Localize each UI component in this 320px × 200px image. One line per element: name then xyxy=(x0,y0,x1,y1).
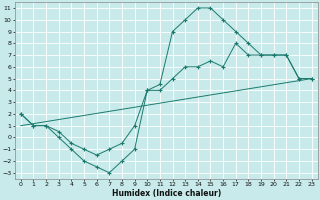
X-axis label: Humidex (Indice chaleur): Humidex (Indice chaleur) xyxy=(112,189,221,198)
